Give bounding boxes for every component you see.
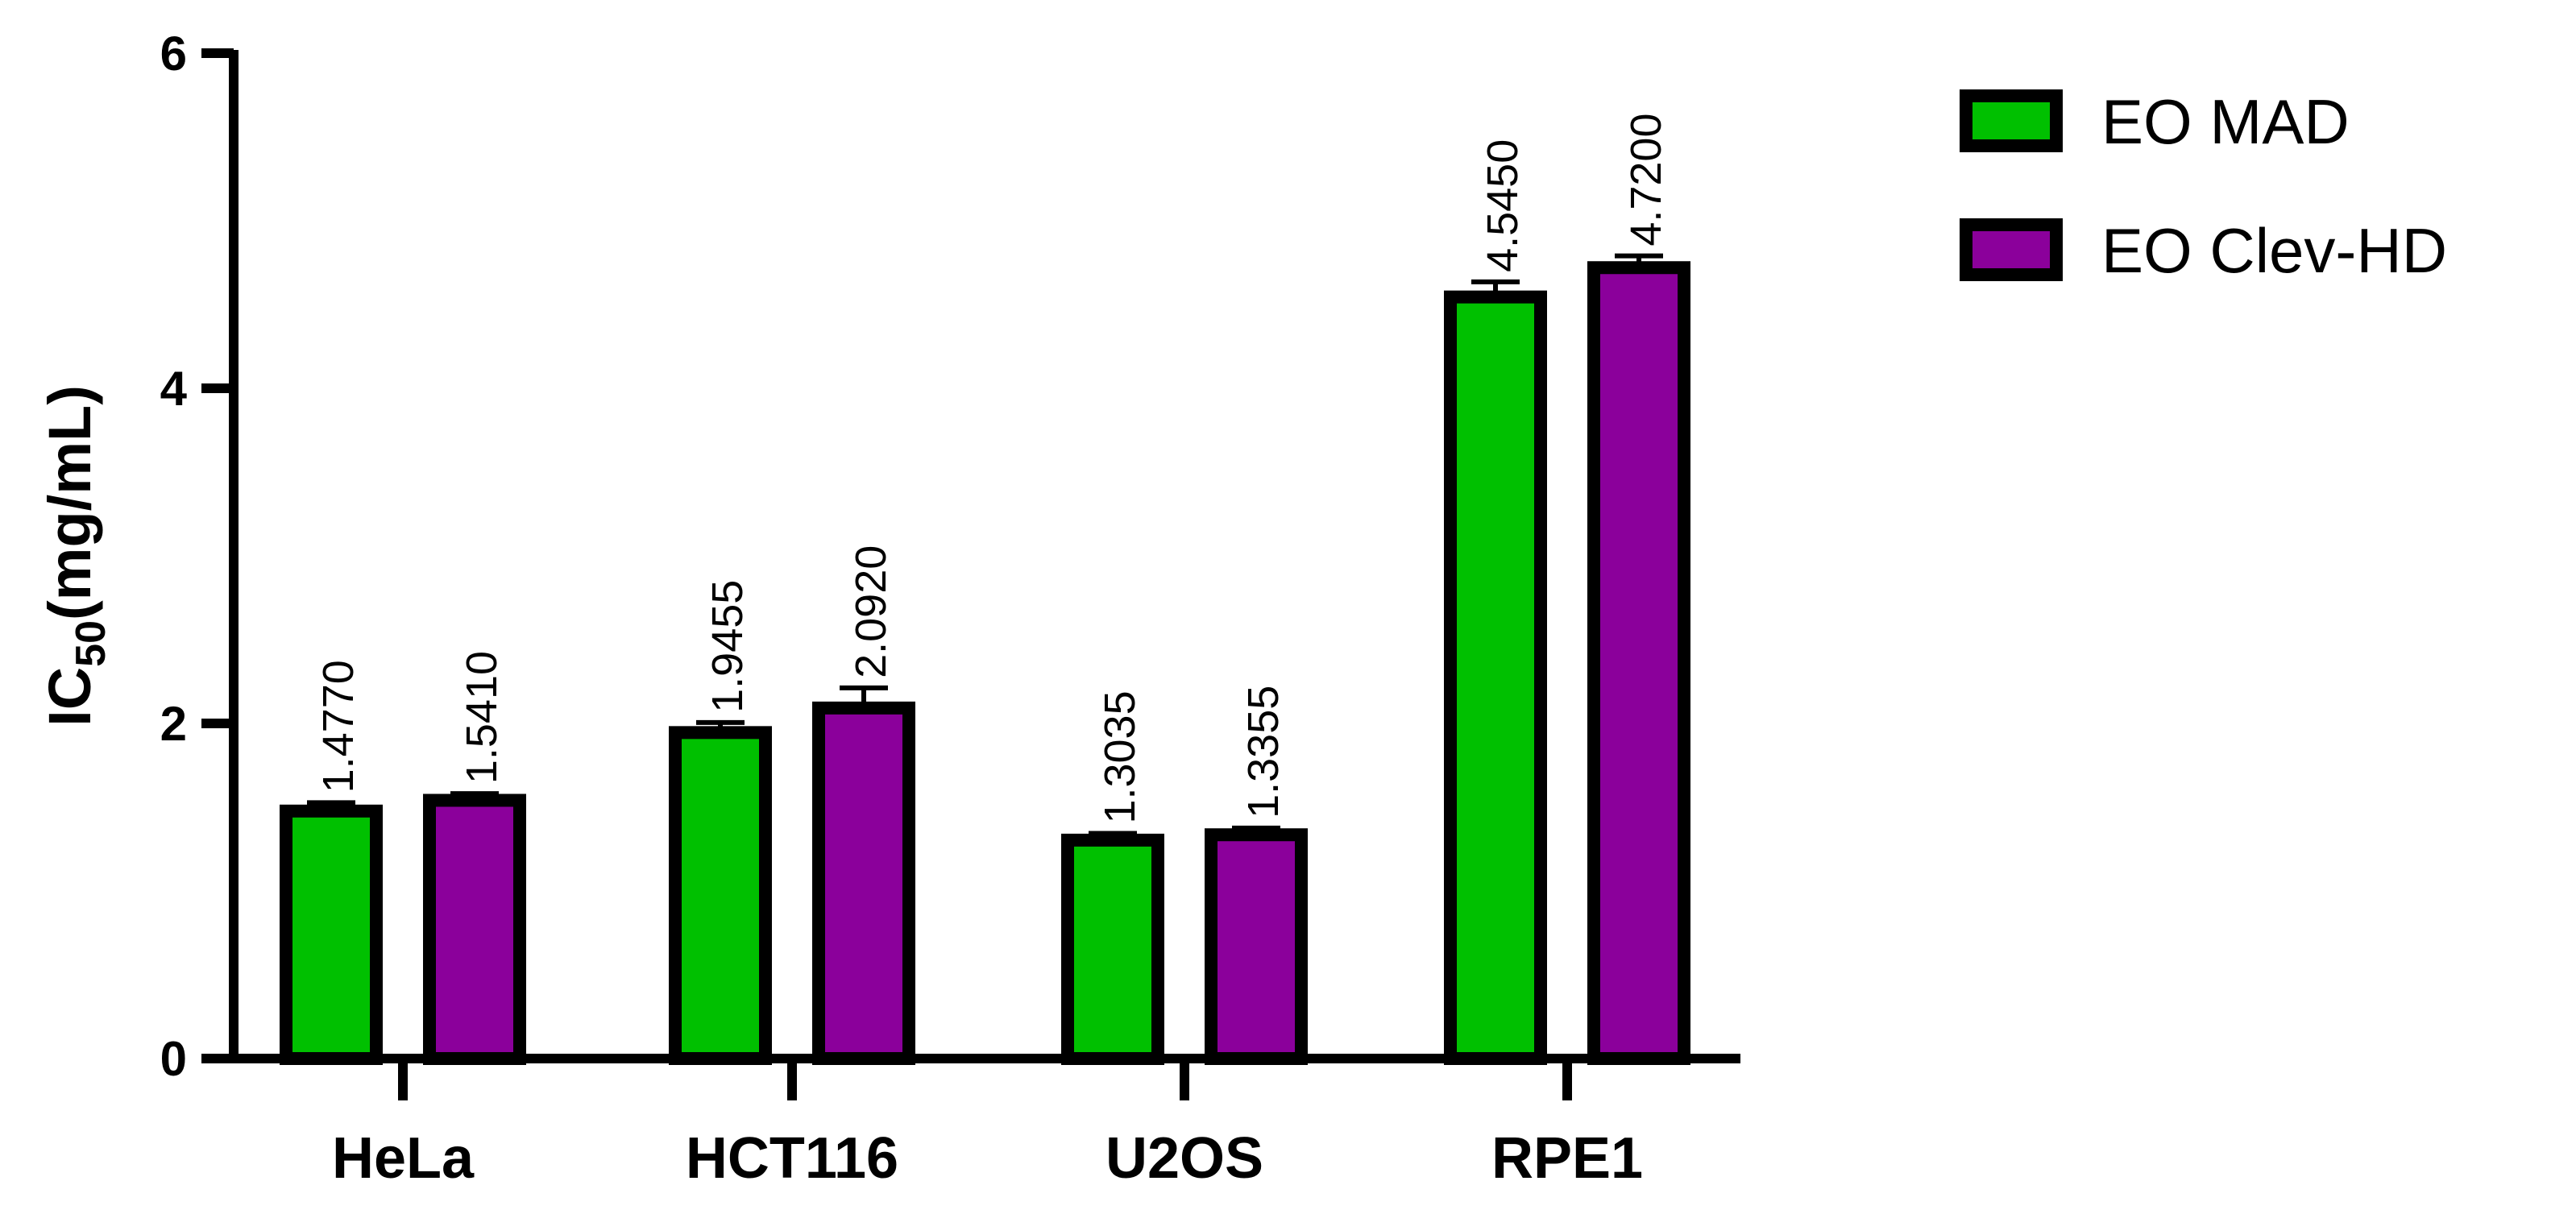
y-tick-label: 0 [160,1032,187,1086]
y-axis-title-text: IC50(mg/mL) [36,385,114,727]
y-axis-title-main: IC [36,667,103,727]
data-label: 2.0920 [847,545,895,678]
bar [1205,828,1308,1065]
x-category-label: HeLa [332,1126,475,1191]
bar-group: 4.5450 [1444,139,1547,1065]
bar [1444,290,1547,1065]
data-label: 1.3355 [1239,686,1288,818]
bar-group: 2.0920 [812,545,915,1065]
bar-group: 1.5410 [423,651,526,1065]
x-category-label: RPE1 [1491,1126,1643,1191]
bars: 1.4770 1.5410 1.9455 2.0920 1.3035 1.3355 4.54… [280,114,1690,1065]
bar-group: 4.7200 [1587,114,1690,1065]
bar [812,701,915,1065]
y-axis-title-subscript: 50 [68,620,114,667]
bar-group: 1.3355 [1205,686,1308,1065]
bar [1587,261,1690,1065]
y-tick-label: 6 [160,27,187,81]
data-label: 4.7200 [1622,114,1670,247]
data-label: 1.4770 [314,660,363,793]
bar-group: 1.4770 [280,660,383,1065]
y-tick-label: 4 [160,362,188,416]
bar [280,804,383,1065]
legend-label: EO Clev-HD [2101,215,2447,286]
bar-group: 1.9455 [669,580,772,1065]
legend-swatch [1960,218,2063,281]
y-tick-label: 2 [160,697,187,751]
bar [669,726,772,1065]
data-label: 1.3035 [1096,690,1144,823]
legend-label: EO MAD [2101,86,2350,157]
legend: EO MAD EO Clev-HD [1960,86,2447,286]
bar [1061,833,1164,1065]
bar [423,794,526,1065]
y-axis-title-unit: (mg/mL) [36,385,103,620]
x-category-label: HCT116 [686,1126,898,1191]
y-axis-title: IC50(mg/mL) [36,385,114,727]
x-category-label: U2OS [1105,1126,1263,1191]
data-label: 4.5450 [1479,139,1527,272]
bar-group: 1.3035 [1061,690,1164,1065]
data-label: 1.9455 [703,580,752,713]
legend-swatch [1960,89,2063,152]
data-label: 1.5410 [458,651,506,784]
